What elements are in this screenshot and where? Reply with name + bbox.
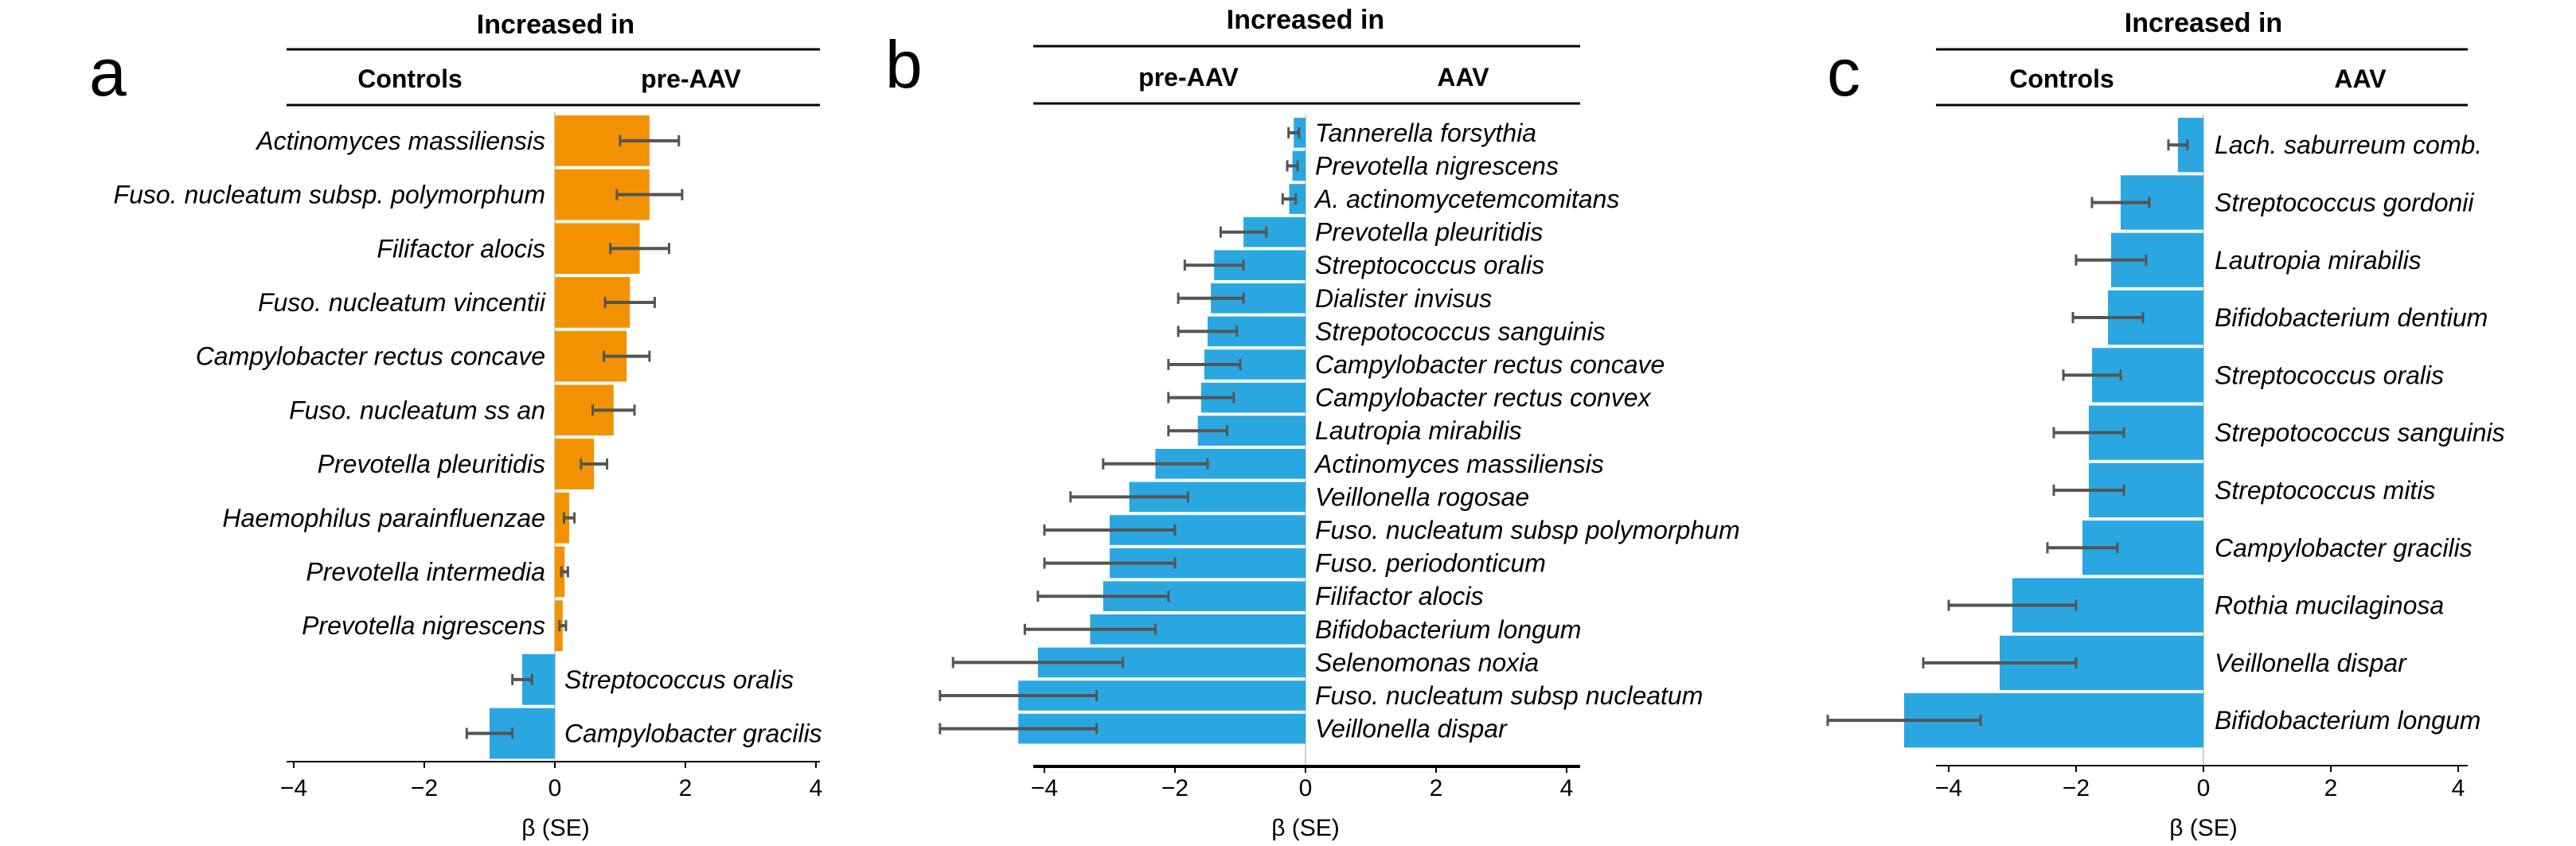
panel-a-category-label-6: Prevotella pleuritidis [318, 450, 545, 478]
panel-c-category-label-0: Lach. saburreum comb. [2215, 131, 2482, 159]
panel-a-group-right: pre-AAV [641, 64, 741, 93]
panel-c-x-tick-label-1: −2 [2063, 775, 2090, 801]
panel-a-x-tick-label-3: 2 [679, 775, 693, 801]
panel-a-category-label-7: Haemophilus parainfluenzae [222, 504, 545, 532]
panel-c-category-label-9: Veillonella dispar [2215, 649, 2407, 677]
panel-a-category-label-8: Prevotella intermedia [306, 557, 545, 586]
panel-c-x-tick-label-0: −4 [1935, 775, 1962, 801]
panel-a-x-tick-label-0: −4 [280, 775, 307, 801]
panel-b-category-label-5: Dialister invisus [1315, 284, 1492, 313]
panel-c-letter: c [1827, 35, 1860, 110]
panel-b-letter: b [885, 27, 923, 102]
panel-b-category-label-0: Tannerella forsythia [1315, 119, 1536, 147]
panel-c-category-label-10: Bifidobacterium longum [2215, 706, 2480, 735]
panel-b-category-label-18: Veillonella dispar [1315, 715, 1508, 743]
panel-c-category-label-5: Strepotococcus sanguinis [2215, 419, 2505, 447]
panel-a-header: Increased in [477, 10, 634, 40]
panel-c-category-label-3: Bifidobacterium dentium [2215, 303, 2488, 332]
panel-c-category-label-2: Lautropia mirabilis [2215, 246, 2422, 275]
panel-b-x-tick-label-1: −2 [1161, 775, 1188, 801]
panel-a-category-label-9: Prevotella nigrescens [302, 611, 545, 640]
panel-a-bar-8 [555, 546, 565, 598]
panel-c-header: Increased in [2125, 8, 2282, 38]
panel-a-x-tick-label-2: 0 [548, 775, 562, 801]
panel-b-bar-1 [1292, 150, 1306, 181]
panel-b-x-axis-label: β (SE) [1271, 815, 1340, 841]
panel-a: a Increased in Controls pre-AAV Actinomy… [89, 10, 822, 841]
panel-b-category-label-9: Lautropia mirabilis [1315, 416, 1522, 445]
panel-c-category-label-7: Campylobacter gracilis [2215, 533, 2473, 562]
panel-b-group-right: AAV [1437, 63, 1489, 92]
panel-b-x-tick-label-4: 4 [1560, 775, 1574, 801]
panel-b-category-label-6: Strepotococcus sanguinis [1315, 317, 1606, 345]
panel-b-bar-2 [1289, 184, 1306, 214]
panel-b-category-label-12: Fuso. nucleatum subsp polymorphum [1315, 516, 1740, 544]
panel-b-x-tick-label-3: 2 [1430, 775, 1443, 801]
panel-b-header: Increased in [1227, 5, 1384, 35]
panel-c-x-axis-label: β (SE) [2169, 815, 2238, 841]
panel-c-category-label-8: Rothia mucilaginosa [2215, 591, 2444, 620]
panel-a-category-label-1: Fuso. nucleatum subsp. polymorphum [114, 181, 545, 209]
panel-c-x-tick-label-3: 2 [2324, 775, 2338, 801]
panel-b-category-label-17: Fuso. nucleatum subsp nucleatum [1315, 681, 1703, 710]
panel-a-x-tick-label-4: 4 [810, 775, 823, 801]
panel-a-x-axis-label: β (SE) [521, 815, 590, 841]
panel-c-plot: Lach. saburreum comb. Streptococcus gordo… [1826, 115, 2505, 801]
panel-b-category-label-14: Filifactor alocis [1315, 582, 1484, 610]
panel-c: c Increased in Controls AAV Lach. saburr… [1826, 8, 2505, 841]
panel-b-category-label-3: Prevotella pleuritidis [1315, 218, 1543, 247]
panel-b-category-label-7: Campylobacter rectus concave [1315, 350, 1665, 379]
panel-a-category-label-10: Streptococcus oralis [564, 665, 794, 694]
panel-c-category-label-6: Streptococcus mitis [2215, 476, 2435, 505]
panel-b-category-label-8: Campylobacter rectus convex [1315, 384, 1652, 412]
panel-c-category-label-1: Streptococcus gordonii [2215, 188, 2474, 216]
panel-a-category-label-4: Campylobacter rectus concave [196, 342, 545, 371]
panel-c-group-right: AAV [2334, 64, 2387, 93]
panel-b-category-label-1: Prevotella nigrescens [1315, 151, 1559, 180]
panel-b-category-label-16: Selenomonas noxia [1315, 648, 1539, 676]
panel-c-x-tick-label-4: 4 [2452, 775, 2465, 801]
panel-a-category-label-2: Filifactor alocis [377, 234, 545, 263]
panel-a-category-label-3: Fuso. nucleatum vincentii [258, 288, 546, 317]
panel-b-x-tick-label-0: −4 [1031, 775, 1058, 801]
panel-c-group-left: Controls [2009, 64, 2114, 93]
panel-b-category-label-15: Bifidobacterium longum [1315, 615, 1581, 644]
panel-b-group-left: pre-AAV [1138, 63, 1239, 92]
panel-a-x-tick-label-1: −2 [411, 775, 438, 801]
panel-a-letter: a [89, 35, 127, 110]
panel-b-category-label-4: Streptococcus oralis [1315, 251, 1544, 279]
panel-b-category-label-13: Fuso. periodonticum [1315, 549, 1546, 578]
panel-a-category-label-11: Campylobacter gracilis [564, 719, 822, 748]
panel-a-plot: Actinomyces massiliensis Fuso. nucleatum … [114, 112, 823, 801]
panel-a-group-left: Controls [357, 64, 463, 93]
panel-a-bar-7 [555, 492, 570, 544]
panel-a-category-label-0: Actinomyces massiliensis [255, 127, 545, 155]
panel-b-category-label-10: Actinomyces massiliensis [1313, 450, 1604, 478]
panel-b-x-tick-label-2: 0 [1299, 775, 1313, 801]
panel-b: b Increased in pre-AAV AAV Tannerella fo… [885, 5, 1740, 841]
panel-c-category-label-4: Streptococcus oralis [2215, 361, 2444, 389]
panel-b-category-label-2: A. actinomycetemcomitans [1313, 185, 1619, 213]
panel-b-category-label-11: Veillonella rogosae [1315, 482, 1529, 511]
panel-b-plot: Tannerella forsythia Prevotella nigrescen… [939, 115, 1740, 801]
panel-c-x-tick-label-2: 0 [2197, 775, 2211, 801]
panel-a-category-label-5: Fuso. nucleatum ss an [289, 396, 545, 424]
